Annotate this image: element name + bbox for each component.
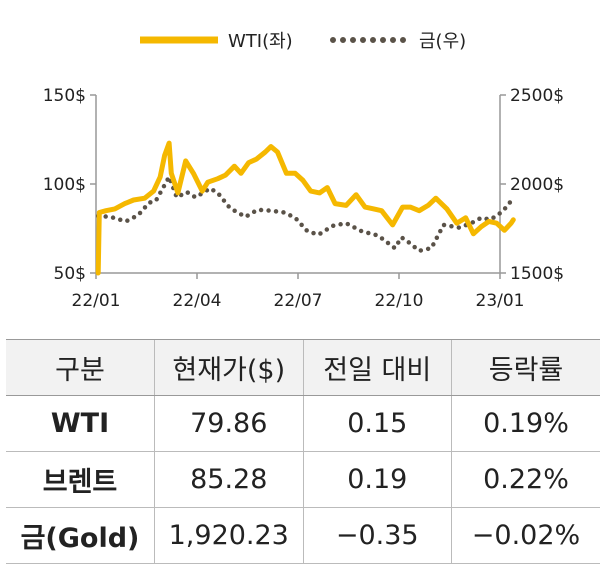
cell-change-rate: 0.19% bbox=[452, 396, 600, 452]
cell-price: 85.28 bbox=[155, 452, 304, 508]
series-wti bbox=[98, 143, 513, 273]
header-change-rate: 등락률 bbox=[452, 340, 600, 396]
left-axis-ticks: 50$ 100$ 150$ bbox=[43, 86, 96, 284]
wti-line bbox=[98, 143, 513, 273]
table-row: 브렌트 85.28 0.19 0.22% bbox=[6, 452, 600, 508]
left-tick-label: 100$ bbox=[43, 175, 86, 195]
row-label: 브렌트 bbox=[6, 452, 155, 508]
table-row: 금(Gold) 1,920.23 −0.35 −0.02% bbox=[6, 508, 600, 564]
left-tick-label: 50$ bbox=[54, 264, 86, 284]
right-tick-label: 1500$ bbox=[510, 264, 564, 284]
cell-change: 0.15 bbox=[303, 396, 452, 452]
x-tick-label: 22/10 bbox=[375, 291, 424, 311]
right-axis-ticks: 1500$ 2000$ 2500$ bbox=[500, 86, 564, 284]
table-row: WTI 79.86 0.15 0.19% bbox=[6, 396, 600, 452]
cell-change-rate: 0.22% bbox=[452, 452, 600, 508]
header-price: 현재가($) bbox=[155, 340, 304, 396]
legend-label-gold: 금(우) bbox=[419, 31, 466, 52]
row-label: WTI bbox=[6, 396, 155, 452]
price-chart: WTI(좌) 금(우) 50$100$150$ 1500$2000$2500$ … bbox=[0, 0, 600, 330]
legend-label-wti: WTI(좌) bbox=[228, 31, 293, 52]
left-tick-label: 150$ bbox=[43, 86, 86, 106]
cell-change-rate: −0.02% bbox=[452, 508, 600, 564]
x-tick-label: 22/07 bbox=[274, 291, 323, 311]
cell-price: 79.86 bbox=[155, 396, 304, 452]
right-tick-label: 2000$ bbox=[510, 175, 564, 195]
cell-change: 0.19 bbox=[303, 452, 452, 508]
header-category: 구분 bbox=[6, 340, 155, 396]
legend: WTI(좌) 금(우) bbox=[140, 31, 466, 52]
header-change: 전일 대비 bbox=[303, 340, 452, 396]
x-axis-ticks: 22/01 22/04 22/07 22/10 23/01 bbox=[72, 273, 525, 311]
table-header-row: 구분 현재가($) 전일 대비 등락률 bbox=[6, 340, 600, 396]
cell-price: 1,920.23 bbox=[155, 508, 304, 564]
price-table: 구분 현재가($) 전일 대비 등락률 WTI 79.86 0.15 0.19%… bbox=[6, 339, 600, 564]
x-tick-label: 23/01 bbox=[476, 291, 525, 311]
x-tick-label: 22/04 bbox=[173, 291, 222, 311]
x-tick-label: 22/01 bbox=[72, 291, 121, 311]
right-tick-label: 2500$ bbox=[510, 86, 564, 106]
cell-change: −0.35 bbox=[303, 508, 452, 564]
row-label: 금(Gold) bbox=[6, 508, 155, 564]
